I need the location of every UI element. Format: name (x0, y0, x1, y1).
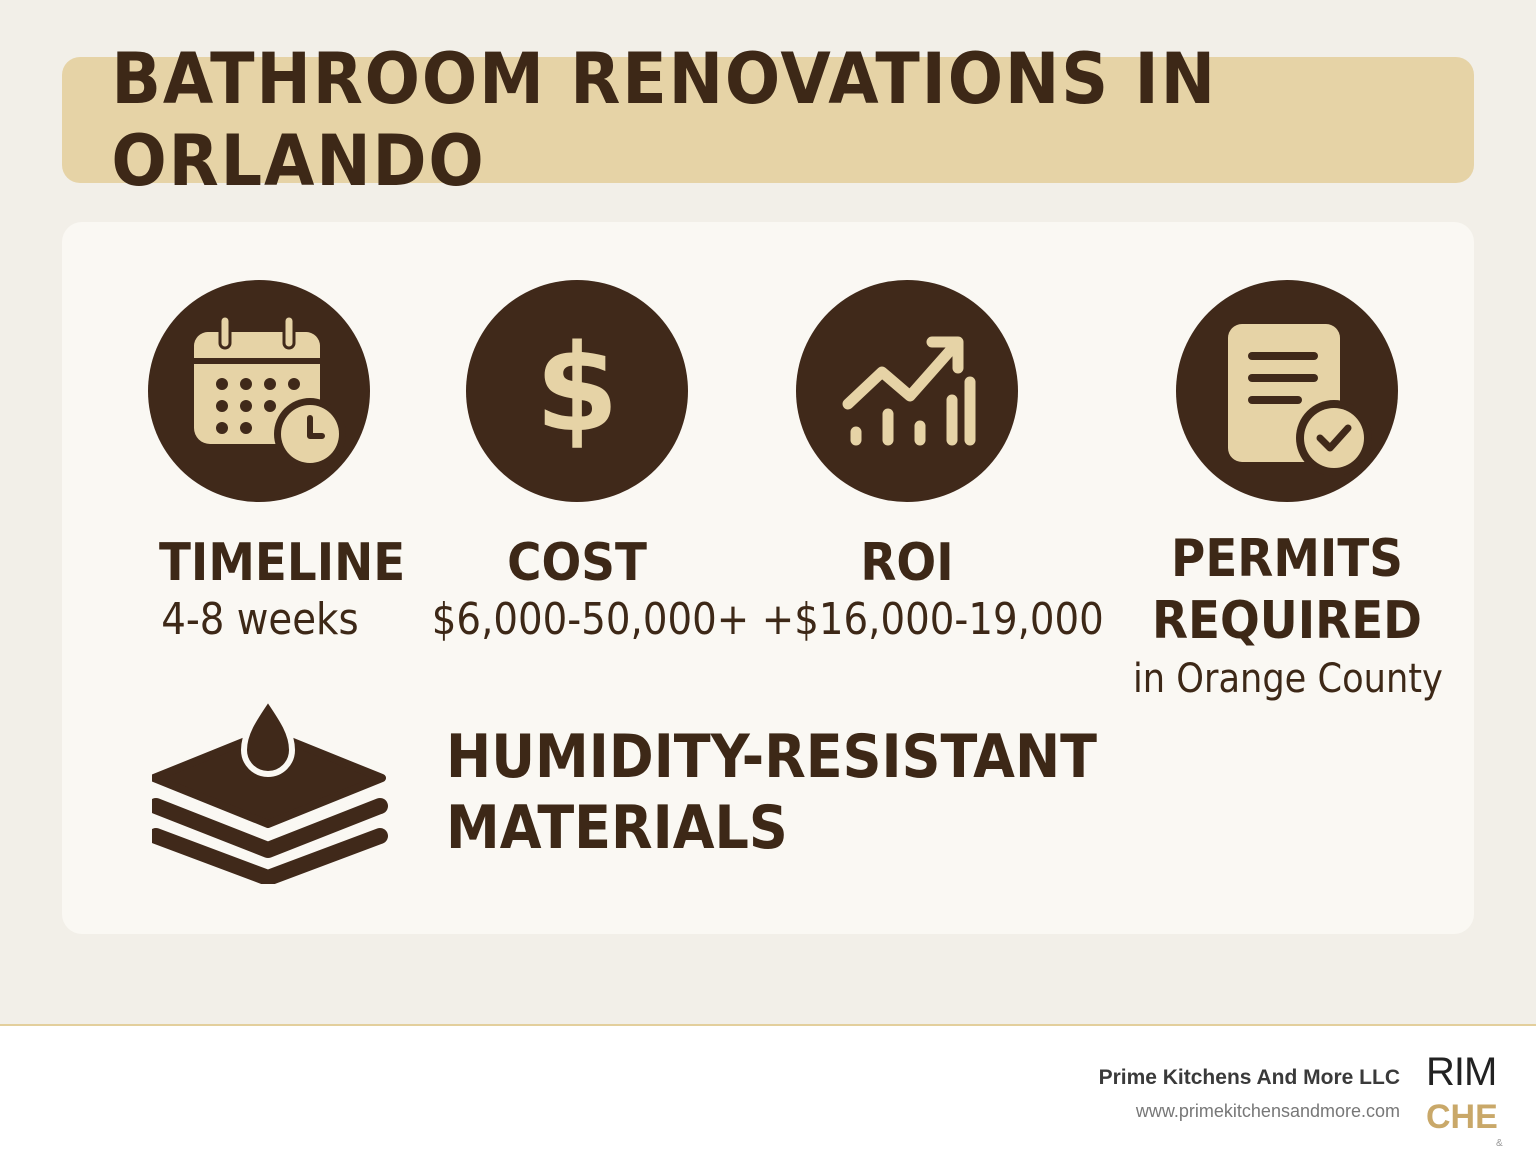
humidity-line2: MATERIALS (446, 792, 788, 863)
dollar-icon: $ (535, 320, 619, 459)
logo-bottom-text: CHE (1426, 1098, 1498, 1136)
timeline-circle (148, 280, 370, 502)
company-logo: RIM CHE & (1420, 1050, 1536, 1154)
cost-card: $ COST $6,000-50,000+ (412, 280, 750, 647)
page-title: BATHROOM RENOVATIONS IN ORLANDO (111, 38, 1217, 202)
logo-amp-text: & (1496, 1138, 1503, 1149)
timeline-card: TIMELINE 4-8 weeks (148, 280, 406, 647)
document-check-icon (1228, 324, 1372, 476)
permits-title-line2: REQUIRED (1151, 591, 1423, 652)
title-banner: BATHROOM RENOVATIONS IN ORLANDO (62, 38, 1474, 202)
svg-text:$: $ (535, 320, 619, 459)
company-name: Prime Kitchens And More LLC (1098, 1066, 1400, 1089)
roi-circle (796, 280, 1018, 502)
humidity-section: HUMIDITY-RESISTANT MATERIALS (152, 694, 1097, 884)
cost-value: $6,000-50,000+ (431, 594, 750, 646)
logo-top-text: RIM (1426, 1050, 1497, 1094)
permits-circle (1176, 280, 1398, 502)
company-url[interactable]: www.primekitchensandmore.com (1135, 1101, 1400, 1121)
footer: Prime Kitchens And More LLC www.primekit… (0, 1024, 1536, 1154)
calendar-clock-icon (194, 314, 346, 470)
humidity-line1: HUMIDITY-RESISTANT (446, 722, 1098, 792)
roi-value: +$16,000-19,000 (761, 594, 1104, 646)
permits-value: in Orange County (1133, 655, 1443, 702)
trending-chart-icon (842, 336, 976, 446)
cost-title: COST (507, 533, 647, 593)
cost-circle: $ (466, 280, 688, 502)
timeline-value: 4-8 weeks (161, 594, 359, 646)
permits-card: PERMITS REQUIRED in Orange County (1112, 280, 1462, 705)
roi-title: ROI (860, 533, 954, 593)
roi-card: ROI +$16,000-19,000 (742, 280, 1104, 647)
water-drop-layers-icon (152, 694, 388, 884)
timeline-title: TIMELINE (159, 533, 406, 593)
humidity-title: HUMIDITY-RESISTANT MATERIALS (446, 722, 1097, 864)
permits-title-line1: PERMITS (1171, 529, 1403, 589)
info-panel: TIMELINE 4-8 weeks $ COST $6,000-50,000+ (62, 222, 1474, 934)
